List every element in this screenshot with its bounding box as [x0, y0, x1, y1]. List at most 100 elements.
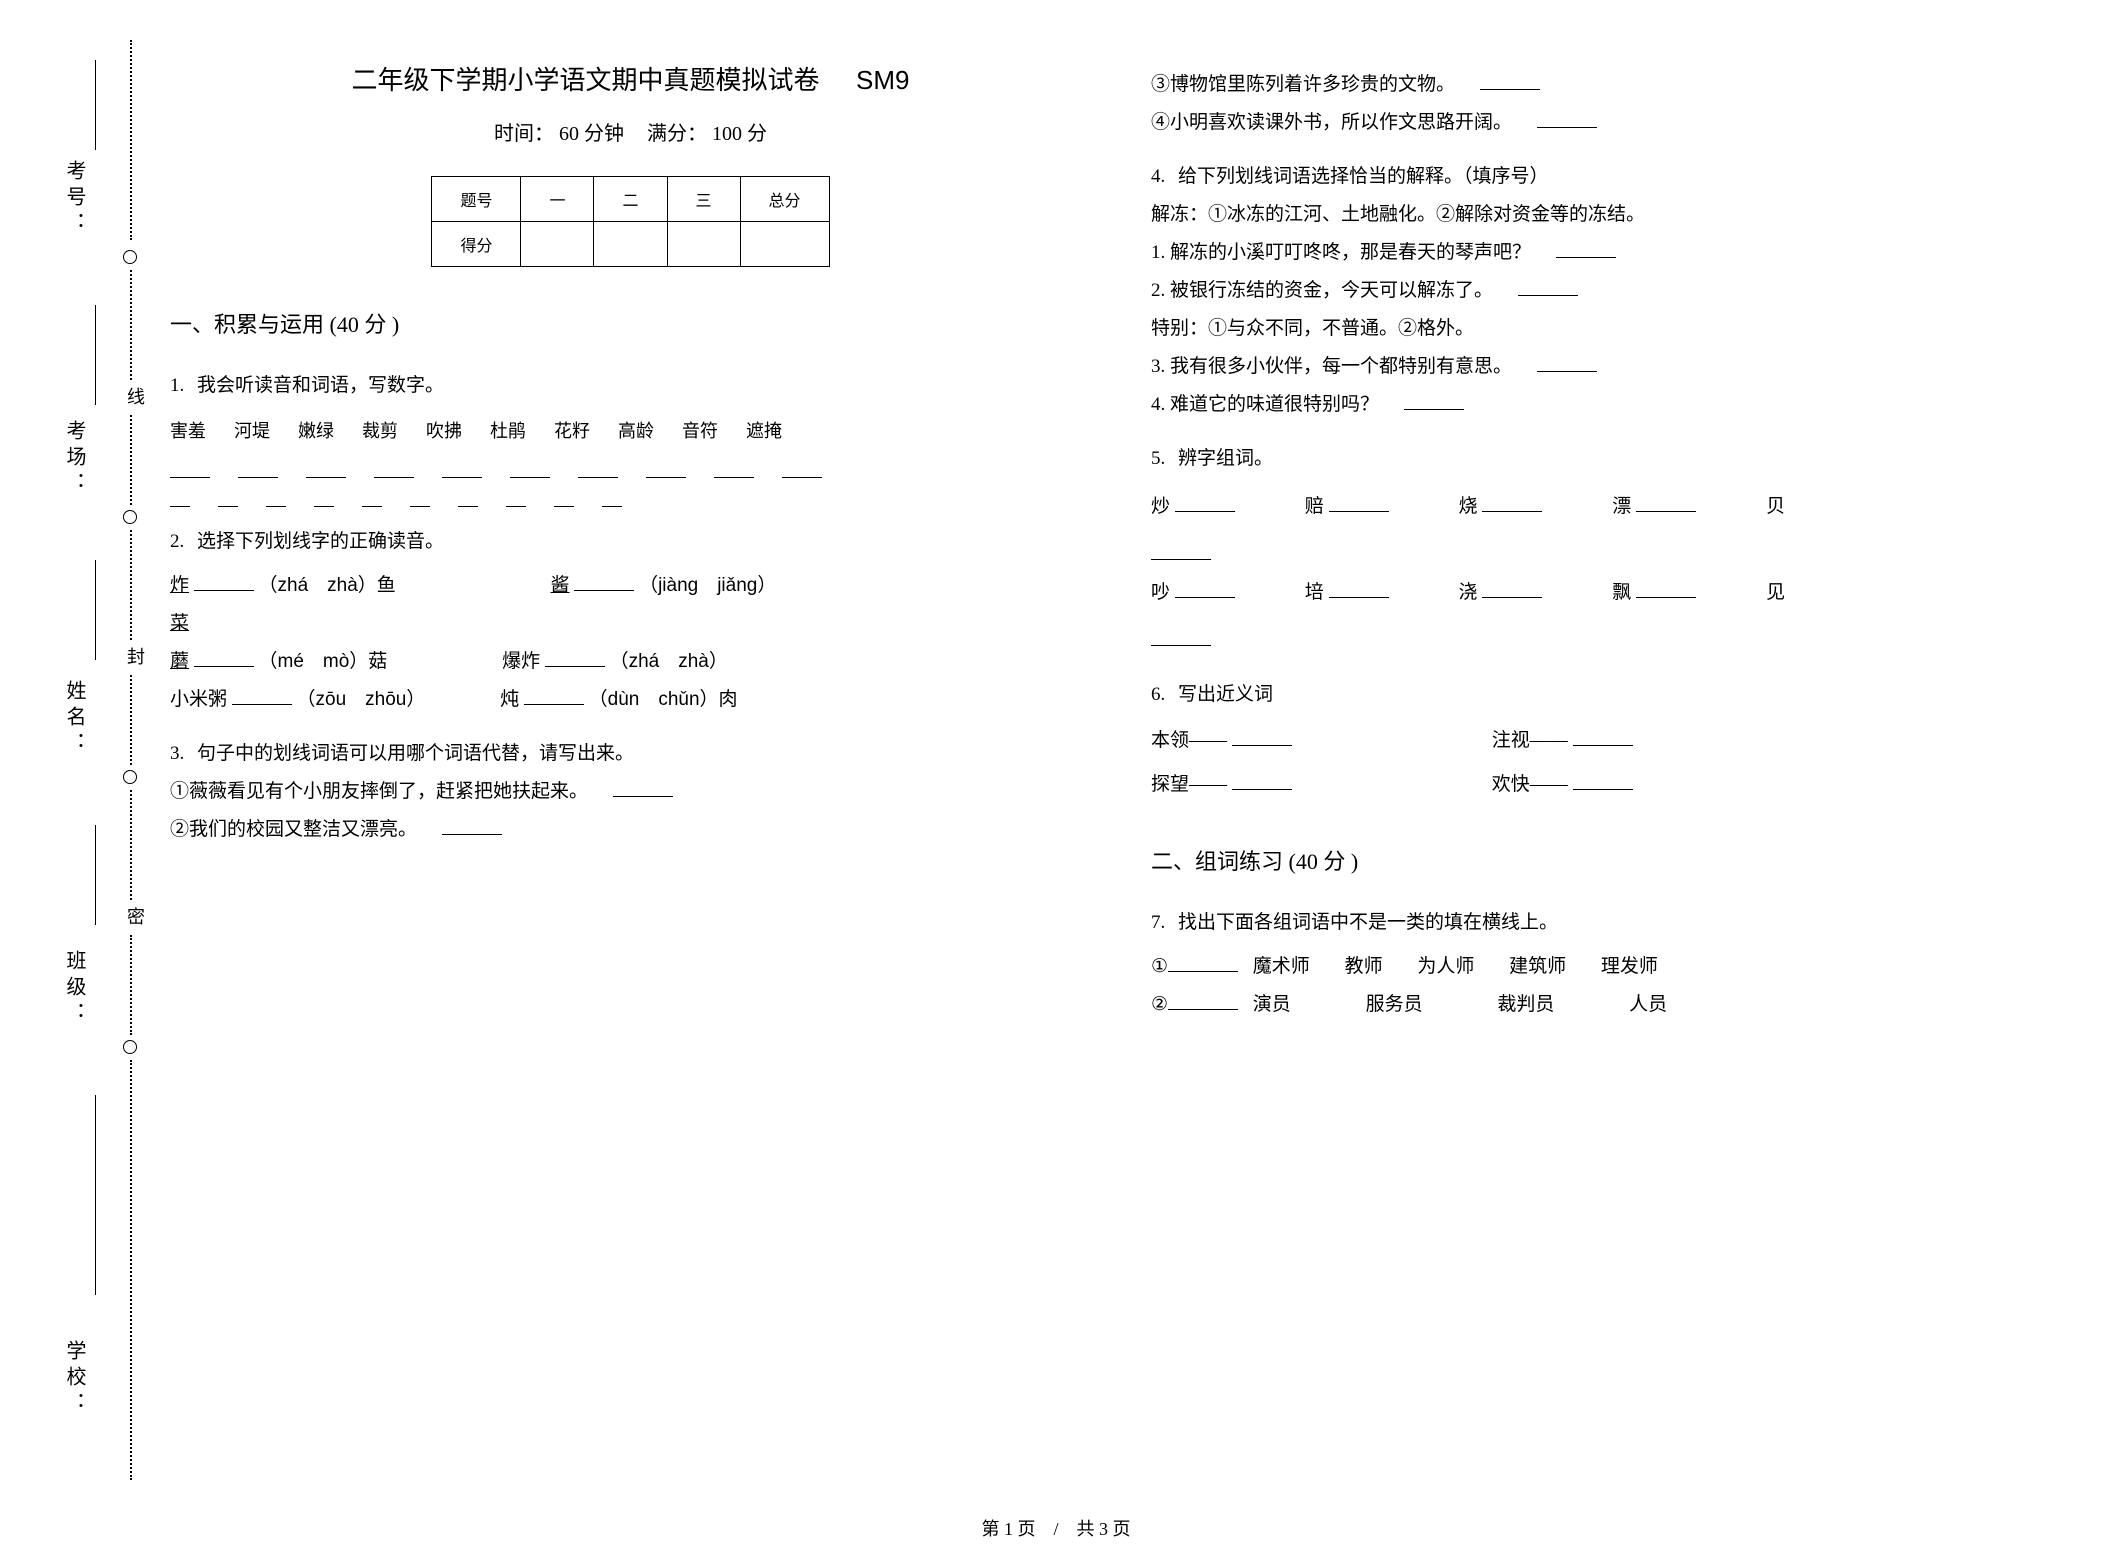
blank[interactable]: [1232, 723, 1292, 746]
q6-num: 6.: [1151, 684, 1165, 705]
idx: ②: [1151, 994, 1168, 1015]
blank[interactable]: [1175, 489, 1235, 512]
blank[interactable]: [1168, 949, 1238, 972]
blank[interactable]: [442, 812, 502, 835]
blank[interactable]: [1573, 767, 1633, 790]
full-value: 100 分: [712, 123, 767, 145]
q4-def1: 解冻：①冰冻的江河、土地融化。②解除对资金等的冻结。: [1151, 196, 2072, 234]
word: 爆炸: [502, 651, 540, 672]
bind-line: [95, 825, 96, 925]
blank[interactable]: [578, 455, 618, 478]
blank[interactable]: [554, 484, 574, 507]
w: 探望——: [1151, 774, 1227, 795]
pair: 贝: [1766, 488, 1785, 526]
blank[interactable]: [1175, 575, 1235, 598]
blank[interactable]: [306, 455, 346, 478]
opts: （zhá zhà）: [610, 651, 728, 672]
blank[interactable]: [266, 484, 286, 507]
blank[interactable]: [194, 644, 254, 667]
q1-blanks: [170, 455, 1091, 478]
blank[interactable]: [510, 455, 550, 478]
char: 浇: [1459, 582, 1478, 603]
question-3-cont: ③博物馆里陈列着许多珍贵的文物。 ④小明喜欢读课外书，所以作文思路开阔。: [1151, 66, 2072, 142]
blank[interactable]: [1636, 489, 1696, 512]
blank[interactable]: [442, 455, 482, 478]
q7-num: 7.: [1151, 912, 1165, 933]
blank[interactable]: [714, 455, 754, 478]
blank[interactable]: [410, 484, 430, 507]
blank[interactable]: [646, 455, 686, 478]
blank[interactable]: [1151, 537, 1211, 560]
word: 高龄: [618, 413, 654, 449]
blank[interactable]: [238, 455, 278, 478]
blank[interactable]: [1537, 349, 1597, 372]
exam-subtitle: 时间： 60 分钟 满分： 100 分: [170, 117, 1091, 146]
blank[interactable]: [1232, 767, 1292, 790]
q7-l1: ① 魔术师 教师 为人师 建筑师 理发师: [1151, 948, 2072, 986]
blank[interactable]: [1518, 273, 1578, 296]
blank[interactable]: [1482, 575, 1542, 598]
blank[interactable]: [1482, 489, 1542, 512]
blank[interactable]: [1480, 67, 1540, 90]
blank[interactable]: [1329, 575, 1389, 598]
bind-line: [95, 560, 96, 660]
blank[interactable]: [506, 484, 526, 507]
blank[interactable]: [1168, 987, 1238, 1010]
char: 吵: [1151, 582, 1170, 603]
blank[interactable]: [194, 568, 254, 591]
blank[interactable]: [524, 682, 584, 705]
circle-icon: [123, 1040, 137, 1054]
line: 4. 难道它的味道很特别吗？: [1151, 394, 1379, 415]
blank[interactable]: [602, 484, 622, 507]
question-7: 7. 找出下面各组词语中不是一类的填在横线上。 ① 魔术师 教师 为人师 建筑师…: [1151, 904, 2072, 1024]
blank[interactable]: [574, 568, 634, 591]
question-6: 6. 写出近义词 本领—— 注视—— 探望—— 欢快——: [1151, 676, 2072, 804]
word: 炸: [170, 575, 189, 596]
q4-l3: 3. 我有很多小伙伴，每一个都特别有意思。: [1151, 348, 2072, 386]
blank[interactable]: [1537, 105, 1597, 128]
pair: 飘: [1612, 574, 1696, 612]
section-2-head: 二、组词练习 (40 分 ): [1151, 844, 2072, 876]
blank[interactable]: [1404, 387, 1464, 410]
blank[interactable]: [362, 484, 382, 507]
blank[interactable]: [218, 484, 238, 507]
blank[interactable]: [545, 644, 605, 667]
word: 吹拂: [426, 413, 462, 449]
blank[interactable]: [458, 484, 478, 507]
char: 炒: [1151, 496, 1170, 517]
blank[interactable]: [314, 484, 334, 507]
exam-code: SM9: [856, 65, 909, 95]
blank[interactable]: [170, 455, 210, 478]
page-mid: 页 / 共: [1017, 1519, 1094, 1539]
dot-label-feng: 封: [122, 645, 148, 667]
section-1-head: 一、积累与运用 (40 分 ): [170, 307, 1091, 339]
word: 遮掩: [746, 413, 782, 449]
blank[interactable]: [1556, 235, 1616, 258]
blank[interactable]: [1151, 623, 1211, 646]
blank[interactable]: [1329, 489, 1389, 512]
q4-l4: 4. 难道它的味道很特别吗？: [1151, 386, 2072, 424]
blank[interactable]: [170, 484, 190, 507]
char: 漂: [1612, 496, 1631, 517]
question-2: 2. 选择下列划线字的正确读音。 炸 （zhá zhà）鱼 酱 （jiàng j…: [170, 523, 1091, 719]
blank[interactable]: [374, 455, 414, 478]
dotted-line: [130, 530, 132, 640]
line: ③博物馆里陈列着许多珍贵的文物。: [1151, 74, 1455, 95]
word: 酱: [551, 575, 570, 596]
word: 蘑: [170, 651, 189, 672]
w: 服务员: [1366, 994, 1423, 1015]
circle-icon: [123, 510, 137, 524]
q3-line1: ①薇薇看见有个小朋友摔倒了，赶紧把她扶起来。: [170, 773, 1091, 811]
blank[interactable]: [232, 682, 292, 705]
td: 得分: [432, 222, 521, 267]
binding-margin: 考号： 考场： 姓名： 班级： 学校： 线 封 密: [20, 20, 150, 1520]
w: 魔术师: [1253, 956, 1310, 977]
line: ②我们的校园又整洁又漂亮。: [170, 819, 417, 840]
blank[interactable]: [1573, 723, 1633, 746]
dotted-line: [130, 415, 132, 505]
blank[interactable]: [613, 774, 673, 797]
pair: 炒: [1151, 488, 1235, 526]
q5-text: 辨字组词。: [1178, 448, 1273, 469]
blank[interactable]: [782, 455, 822, 478]
blank[interactable]: [1636, 575, 1696, 598]
